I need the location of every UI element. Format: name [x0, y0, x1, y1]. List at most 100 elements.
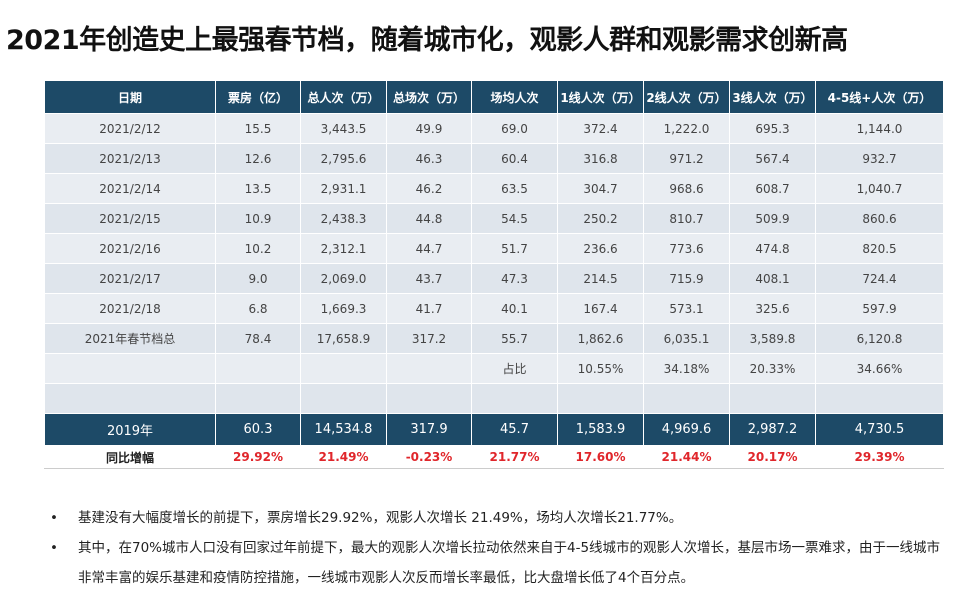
cell: 54.5: [471, 203, 558, 234]
cell: 2,312.1: [300, 233, 387, 264]
cell: 317.9: [386, 413, 472, 446]
blank-row: [44, 383, 944, 414]
data-row: 2021/2/18 6.8 1,669.3 41.7 40.1 167.4 573.1 325…: [44, 293, 944, 324]
cell: 43.7: [386, 263, 472, 294]
cell: 236.6: [557, 233, 644, 264]
share-row: 占比 10.55% 34.18% 20.33% 34.66%: [44, 353, 944, 384]
cell: 17,658.9: [300, 323, 387, 354]
cell: 820.5: [815, 233, 944, 264]
data-row: 2021/2/15 10.9 2,438.3 44.8 54.5 250.2 810.7 50…: [44, 203, 944, 234]
cell: 1线人次（万）: [557, 80, 644, 114]
baseline-row: 2019年 60.3 14,534.8 317.9 45.7 1,583.9 4,969.6…: [44, 413, 944, 446]
cell: 2021年春节档总: [44, 323, 216, 354]
empty-cell: [557, 383, 644, 414]
cell: 968.6: [643, 173, 730, 204]
cell: 3,589.8: [729, 323, 816, 354]
cell: 2,069.0: [300, 263, 387, 294]
cell: 29.39%: [815, 445, 944, 469]
cell: 40.1: [471, 293, 558, 324]
cell: 29.92%: [215, 445, 301, 469]
cell: 60.4: [471, 143, 558, 174]
cell: 17.60%: [557, 445, 644, 469]
cell: 573.1: [643, 293, 730, 324]
cell: 1,583.9: [557, 413, 644, 446]
cell: 6.8: [215, 293, 301, 324]
cell: 44.7: [386, 233, 472, 264]
empty-cell: [815, 383, 944, 414]
data-row: 2021/2/13 12.6 2,795.6 46.3 60.4 316.8 971.2 56…: [44, 143, 944, 174]
bullet-list: 基建没有大幅度增长的前提下，票房增长29.92%，观影人次增长 21.49%，场…: [48, 503, 948, 593]
cell: 4,730.5: [815, 413, 944, 446]
cell: 1,144.0: [815, 113, 944, 144]
cell: 78.4: [215, 323, 301, 354]
cell: 1,222.0: [643, 113, 730, 144]
cell: 20.17%: [729, 445, 816, 469]
cell: 10.2: [215, 233, 301, 264]
cell: 55.7: [471, 323, 558, 354]
cell: 10.55%: [557, 353, 644, 384]
cell: 474.8: [729, 233, 816, 264]
cell: 69.0: [471, 113, 558, 144]
bullet: 基建没有大幅度增长的前提下，票房增长29.92%，观影人次增长 21.49%，场…: [48, 503, 948, 533]
cell: 63.5: [471, 173, 558, 204]
cell: 49.9: [386, 113, 472, 144]
data-row: 2021/2/17 9.0 2,069.0 43.7 47.3 214.5 715.9 408…: [44, 263, 944, 294]
cell: 509.9: [729, 203, 816, 234]
cell: 773.6: [643, 233, 730, 264]
cell: 占比: [471, 353, 558, 384]
cell: 860.6: [815, 203, 944, 234]
cell: 317.2: [386, 323, 472, 354]
cell: 372.4: [557, 113, 644, 144]
empty-cell: [386, 353, 472, 384]
cell: 9.0: [215, 263, 301, 294]
box-office-table: 日期 票房（亿） 总人次（万） 总场次（万） 场均人次 1线人次（万） 2线人次（万） 3线人…: [44, 80, 944, 469]
cell: 同比增幅: [44, 445, 216, 469]
cell: 250.2: [557, 203, 644, 234]
cell: 597.9: [815, 293, 944, 324]
cell: 408.1: [729, 263, 816, 294]
cell: -0.23%: [386, 445, 472, 469]
cell: 47.3: [471, 263, 558, 294]
cell: 325.6: [729, 293, 816, 324]
cell: 167.4: [557, 293, 644, 324]
cell: 2021/2/14: [44, 173, 216, 204]
cell: 1,040.7: [815, 173, 944, 204]
cell: 2021/2/17: [44, 263, 216, 294]
cell: 2线人次（万）: [643, 80, 730, 114]
empty-cell: [471, 383, 558, 414]
cell: 场均人次: [471, 80, 558, 114]
cell: 2,931.1: [300, 173, 387, 204]
cell: 2021/2/12: [44, 113, 216, 144]
cell: 41.7: [386, 293, 472, 324]
cell: 日期: [44, 80, 216, 114]
data-row: 2021/2/16 10.2 2,312.1 44.7 51.7 236.6 773.6 47…: [44, 233, 944, 264]
cell: 2,438.3: [300, 203, 387, 234]
cell: 12.6: [215, 143, 301, 174]
cell: 567.4: [729, 143, 816, 174]
cell: 21.44%: [643, 445, 730, 469]
cell: 932.7: [815, 143, 944, 174]
empty-cell: [215, 353, 301, 384]
cell: 34.18%: [643, 353, 730, 384]
cell: 2021/2/15: [44, 203, 216, 234]
cell: 20.33%: [729, 353, 816, 384]
cell: 总人次（万）: [300, 80, 387, 114]
empty-cell: [729, 383, 816, 414]
empty-cell: [300, 353, 387, 384]
data-row: 2021/2/14 13.5 2,931.1 46.2 63.5 304.7 968.6 60…: [44, 173, 944, 204]
cell: 1,862.6: [557, 323, 644, 354]
cell: 60.3: [215, 413, 301, 446]
cell: 4-5线+人次（万）: [815, 80, 944, 114]
cell: 724.4: [815, 263, 944, 294]
cell: 2,795.6: [300, 143, 387, 174]
cell: 3线人次（万）: [729, 80, 816, 114]
cell: 10.9: [215, 203, 301, 234]
data-row: 2021/2/12 15.5 3,443.5 49.9 69.0 372.4 1,222.0…: [44, 113, 944, 144]
header-row: 日期 票房（亿） 总人次（万） 总场次（万） 场均人次 1线人次（万） 2线人次（万） 3线人…: [44, 80, 944, 114]
data-row: 2021年春节档总 78.4 17,658.9 317.2 55.7 1,862.6 6,0…: [44, 323, 944, 354]
title: 2021年创造史上最强春节档，随着城市化，观影人群和观影需求创新高: [6, 25, 848, 56]
cell: 304.7: [557, 173, 644, 204]
cell: 2021/2/16: [44, 233, 216, 264]
cell: 715.9: [643, 263, 730, 294]
cell: 34.66%: [815, 353, 944, 384]
